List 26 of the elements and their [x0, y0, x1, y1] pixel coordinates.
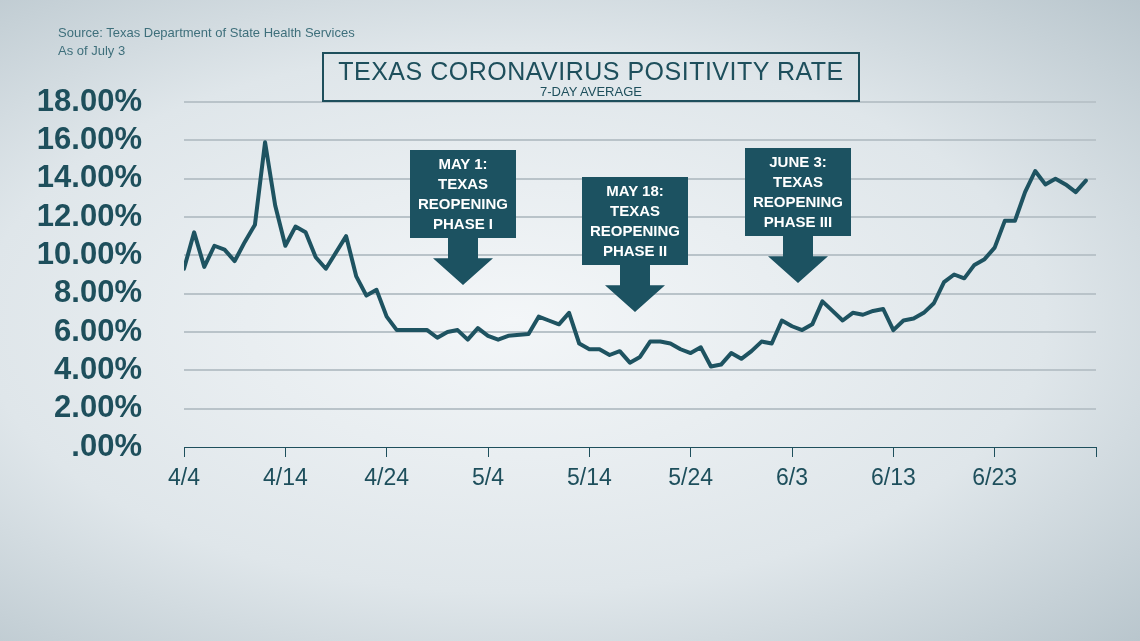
annotation: JUNE 3: TEXAS REOPENING PHASE III — [753, 152, 844, 232]
x-tick-label: 5/14 — [566, 464, 612, 491]
x-tick-label: 6/13 — [870, 464, 916, 491]
x-tick-label: 4/14 — [262, 464, 308, 491]
x-tick-label: 5/24 — [668, 464, 714, 491]
source-note: Source: Texas Department of State Health Services — [58, 24, 355, 42]
y-tick-label: 2.00% — [54, 389, 142, 425]
x-tick-label: 4/24 — [364, 464, 410, 491]
y-tick-label: 10.00% — [36, 235, 142, 271]
y-tick-label: .00% — [71, 427, 142, 463]
text: As of July 3 — [58, 43, 126, 58]
x-tick-label: 6/3 — [776, 464, 808, 491]
chart-title: TEXAS CORONAVIRUS POSITIVITY RATE — [337, 57, 845, 85]
y-tick-label: 12.00% — [36, 197, 142, 233]
x-tick-label: 6/23 — [972, 464, 1018, 491]
y-tick-label: 14.00% — [36, 159, 142, 195]
y-tick-label: 8.00% — [54, 274, 142, 310]
y-tick-label: 4.00% — [54, 350, 142, 386]
annotation: MAY 1: TEXAS REOPENING PHASE I — [418, 154, 509, 234]
y-tick-label: 16.00% — [36, 120, 142, 156]
annotation: MAY 18: TEXAS REOPENING PHASE II — [590, 181, 681, 261]
y-tick-label: 6.00% — [54, 312, 142, 348]
x-tick-label: 5/4 — [472, 464, 505, 491]
y-tick-label: 18.00% — [36, 82, 142, 118]
chart-subtitle: 7-DAY AVERAGE — [539, 84, 643, 99]
x-tick-label: 4/4 — [168, 464, 201, 491]
